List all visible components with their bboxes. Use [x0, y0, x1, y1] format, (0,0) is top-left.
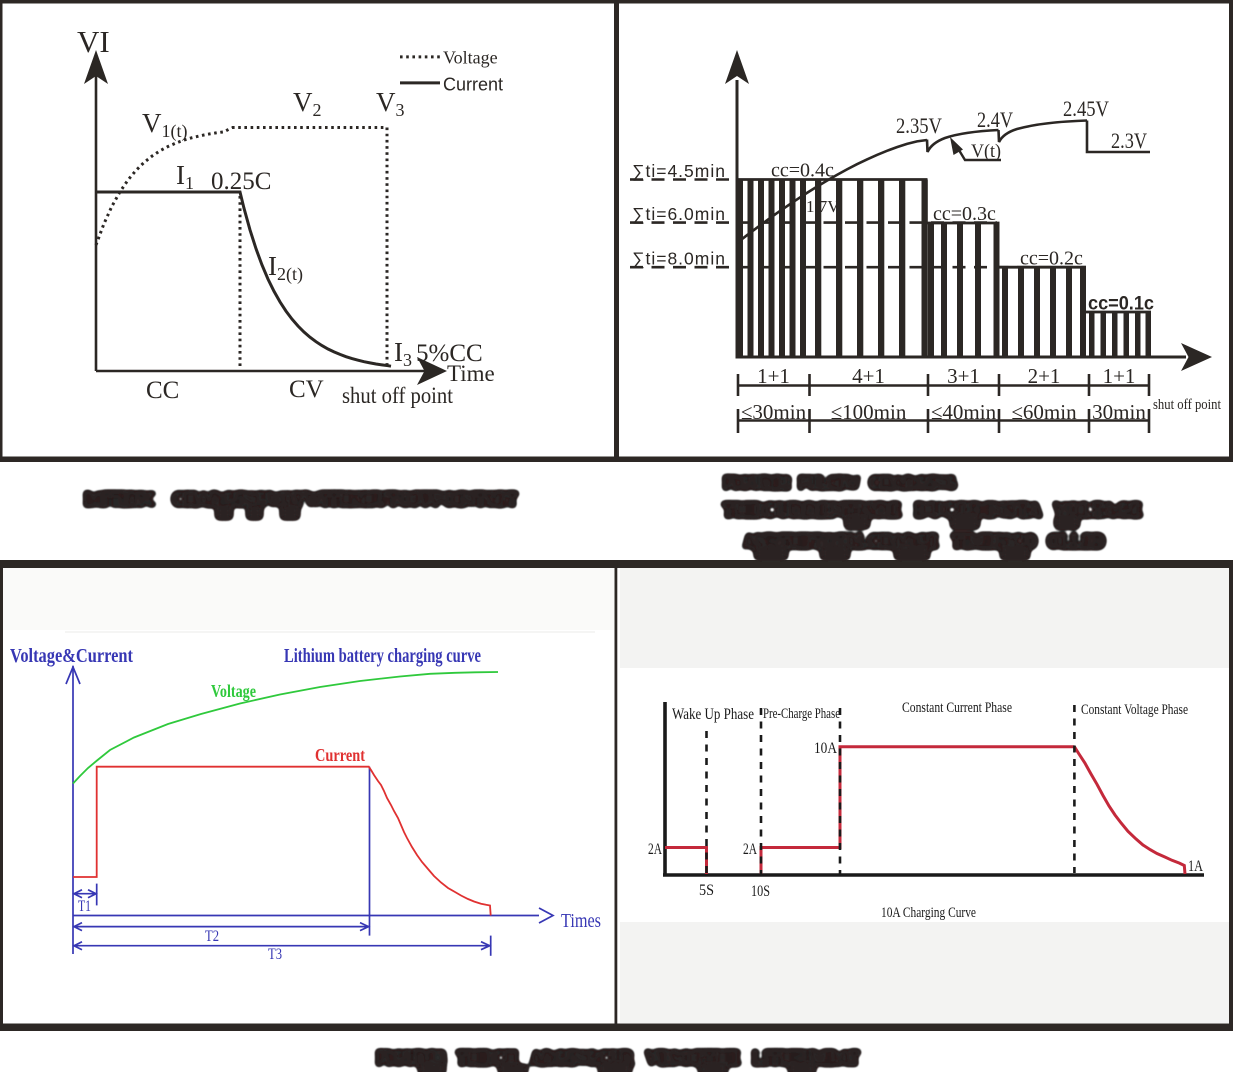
svg-text:∑ti=4.5min: ∑ti=4.5min: [632, 161, 726, 181]
svg-text:1+1: 1+1: [757, 364, 790, 388]
svg-text:1.7V: 1.7V: [806, 197, 840, 216]
svg-text:≤60min: ≤60min: [1011, 400, 1077, 424]
svg-text:VESOFTHE: VESOFTHE: [645, 1045, 741, 1070]
svg-text:≤30min: ≤30min: [741, 400, 807, 424]
svg-text:PULSEW: PULSEW: [798, 472, 860, 494]
svg-text:V1(t): V1(t): [142, 108, 188, 142]
svg-text:10S: 10S: [751, 883, 770, 900]
svg-text:T3: T3: [268, 946, 282, 963]
svg-text:FIGURE3: FIGURE3: [376, 1045, 446, 1070]
svg-text:≤100min: ≤100min: [831, 400, 907, 424]
svg-text:Lithium battery charging curve: Lithium battery charging curve: [284, 645, 481, 667]
svg-text:Current: Current: [315, 745, 365, 765]
svg-text:THECURRENTISRE: THECURRENTISRE: [722, 497, 902, 522]
svg-text:TIMEISCO: TIMEISCO: [951, 529, 1037, 553]
svg-text:1+1: 1+1: [1103, 364, 1136, 388]
svg-text:∑ti=6.0min: ∑ti=6.0min: [632, 204, 726, 224]
svg-text:Pre-Charge Phase: Pre-Charge Phase: [763, 706, 840, 722]
svg-text:10A Charging Curve: 10A Charging Curve: [881, 905, 976, 921]
svg-text:cc=0.1c: cc=0.1c: [1088, 294, 1154, 315]
svg-text:Voltage: Voltage: [211, 681, 256, 701]
svg-text:Time: Time: [447, 361, 495, 386]
svg-text:I1: I1: [176, 160, 194, 193]
svg-text:CHARGINGWAYWITHSHUTOFFPOINTSET: CHARGINGWAYWITHSHUTOFFPOINTSET: [172, 487, 518, 511]
svg-text:CC: CC: [146, 377, 179, 404]
svg-text:Constant Voltage Phase: Constant Voltage Phase: [1081, 702, 1188, 718]
svg-text:2.3V: 2.3V: [1111, 128, 1147, 153]
svg-text:30min: 30min: [1092, 400, 1146, 424]
svg-text:Voltage: Voltage: [443, 48, 498, 68]
svg-text:2A: 2A: [743, 841, 758, 858]
svg-text:3+1: 3+1: [947, 364, 980, 388]
svg-text:∑ti=8.0min: ∑ti=8.0min: [632, 249, 726, 269]
svg-text:BATTERYC: BATTERYC: [84, 487, 156, 511]
svg-text:4+1: 4+1: [852, 364, 885, 388]
svg-text:1A: 1A: [1188, 858, 1204, 875]
svg-text:cc=0.4c: cc=0.4c: [771, 160, 834, 182]
svg-text:CHARGING: CHARGING: [869, 472, 957, 494]
svg-text:cc=0.2c: cc=0.2c: [1020, 248, 1083, 270]
svg-text:V3: V3: [376, 87, 405, 120]
svg-text:T2: T2: [205, 928, 219, 945]
svg-text:I2(t): I2(t): [268, 251, 303, 285]
svg-text:shut off point: shut off point: [342, 383, 454, 408]
svg-text:Wake Up Phase: Wake Up Phase: [672, 706, 754, 723]
svg-text:Voltage&Current: Voltage&Current: [10, 645, 133, 667]
svg-text:cc=0.3c: cc=0.3c: [933, 203, 996, 225]
svg-text:T1: T1: [78, 898, 91, 915]
svg-text:VI: VI: [77, 24, 110, 59]
svg-text:Constant Current Phase: Constant Current Phase: [902, 700, 1012, 716]
svg-text:Current: Current: [443, 75, 503, 95]
svg-text:2+1: 2+1: [1028, 364, 1061, 388]
svg-text:CV: CV: [289, 376, 324, 403]
svg-text:2.45V: 2.45V: [1063, 96, 1109, 121]
svg-text:V2: V2: [293, 87, 322, 120]
svg-text:5S: 5S: [699, 882, 714, 899]
svg-text:≤40min: ≤40min: [931, 400, 997, 424]
svg-text:V(t): V(t): [971, 141, 1001, 162]
svg-text:10A: 10A: [814, 740, 838, 757]
svg-text:Times: Times: [561, 910, 601, 932]
svg-text:shut off point: shut off point: [1153, 397, 1222, 413]
svg-text:2A: 2A: [648, 841, 663, 858]
svg-text:0.25C: 0.25C: [211, 168, 271, 195]
svg-text:FIGURE2: FIGURE2: [723, 472, 791, 494]
svg-text:OLLED: OLLED: [1047, 529, 1105, 553]
svg-text:2.35V: 2.35V: [896, 113, 942, 138]
svg-text:2.4V: 2.4V: [977, 107, 1013, 132]
svg-text:VOLTAGE: VOLTAGE: [1053, 497, 1143, 522]
